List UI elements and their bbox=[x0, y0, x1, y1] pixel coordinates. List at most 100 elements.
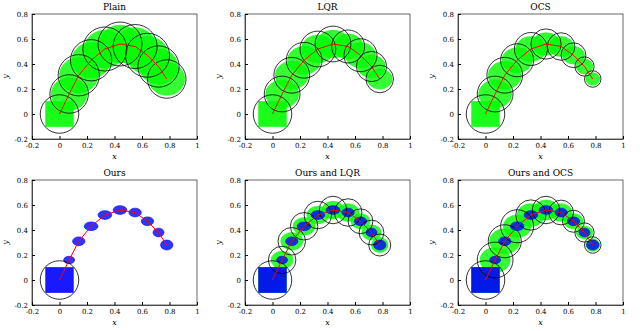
y-tick: 0.2 bbox=[230, 252, 248, 260]
y-tick-mark bbox=[458, 39, 461, 40]
x-tick-label: 0 bbox=[58, 142, 62, 150]
y-tick-mark bbox=[458, 64, 461, 65]
y-tick-label: -0.2 bbox=[15, 302, 29, 310]
frame bbox=[32, 14, 197, 139]
y-tick: 0.2 bbox=[443, 252, 461, 260]
y-axis: -0.200.20.40.60.8 bbox=[228, 11, 249, 144]
y-tick: 0.8 bbox=[17, 11, 35, 19]
plot-area bbox=[253, 26, 393, 133]
plot-area bbox=[40, 206, 173, 300]
y-tick: 0.4 bbox=[17, 61, 35, 69]
x-tick-mark bbox=[300, 302, 301, 305]
y-tick-mark bbox=[458, 255, 461, 256]
plot-background bbox=[245, 180, 410, 305]
x-tick: 0.4 bbox=[535, 136, 547, 150]
x-axis: -0.200.20.40.60.81 bbox=[26, 302, 200, 316]
y-tick-label: -0.2 bbox=[228, 302, 242, 310]
y-tick: 0.6 bbox=[443, 202, 461, 210]
x-tick-label: 0.6 bbox=[137, 142, 149, 150]
y-tick-mark bbox=[458, 89, 461, 90]
y-tick: 0.2 bbox=[443, 86, 461, 94]
x-tick: 0 bbox=[58, 302, 62, 316]
y-tick: -0.2 bbox=[441, 302, 462, 310]
x-tick: 1 bbox=[408, 136, 412, 150]
x-tick: 0.6 bbox=[563, 302, 575, 316]
x-axis: -0.200.20.40.60.81 bbox=[239, 136, 413, 150]
y-tick-label: 0.8 bbox=[230, 177, 241, 185]
x-axis-title: x bbox=[325, 318, 330, 327]
x-tick-label: 0.8 bbox=[164, 142, 175, 150]
x-tick-mark bbox=[197, 136, 198, 139]
x-tick: 1 bbox=[621, 302, 625, 316]
y-tick-label: -0.2 bbox=[15, 136, 29, 144]
y-tick: 0 bbox=[237, 277, 248, 285]
y-tick: -0.2 bbox=[15, 136, 36, 144]
x-axis: -0.200.20.40.60.81 bbox=[452, 136, 626, 150]
title: Plain bbox=[103, 2, 126, 12]
x-tick-mark bbox=[328, 302, 329, 305]
x-tick: 0.2 bbox=[508, 302, 519, 316]
y-tick-mark bbox=[245, 14, 248, 15]
title: OCS bbox=[530, 2, 550, 12]
x-tick: 0 bbox=[271, 136, 275, 150]
y-tick-label: 0.2 bbox=[17, 252, 28, 260]
x-tick-label: 1 bbox=[408, 308, 412, 316]
y-tick-mark bbox=[32, 180, 35, 181]
y-tick: -0.2 bbox=[441, 136, 462, 144]
y-tick-label: 0.4 bbox=[443, 61, 455, 69]
x-tick-mark bbox=[410, 302, 411, 305]
x-tick-mark bbox=[486, 302, 487, 305]
y-tick-mark bbox=[458, 280, 461, 281]
y-axis-title: y bbox=[214, 74, 223, 80]
y-axis-title: y bbox=[427, 74, 436, 80]
y-tick-label: -0.2 bbox=[441, 302, 455, 310]
x-tick: 0.6 bbox=[137, 136, 149, 150]
x-tick-mark bbox=[300, 136, 301, 139]
plot-background bbox=[245, 14, 410, 139]
y-tick-mark bbox=[32, 39, 35, 40]
y-tick-label: 0 bbox=[237, 277, 241, 285]
frame bbox=[245, 180, 410, 305]
x-tick-label: 0.6 bbox=[563, 308, 575, 316]
x-tick: 0.2 bbox=[82, 136, 93, 150]
y-tick: 0.8 bbox=[230, 177, 248, 185]
y-tick-label: 0.2 bbox=[230, 252, 241, 260]
y-axis: -0.200.20.40.60.8 bbox=[228, 177, 249, 310]
y-tick: 0.8 bbox=[17, 177, 35, 185]
x-tick: 0.4 bbox=[535, 302, 547, 316]
y-tick-label: -0.2 bbox=[228, 136, 242, 144]
x-tick-label: 0 bbox=[271, 308, 275, 316]
x-tick-mark bbox=[170, 136, 171, 139]
x-tick-label: 0.2 bbox=[82, 308, 93, 316]
y-axis: -0.200.20.40.60.8 bbox=[15, 177, 36, 310]
x-tick-label: 0.6 bbox=[563, 142, 575, 150]
x-axis-line bbox=[246, 139, 411, 140]
y-tick: -0.2 bbox=[228, 136, 249, 144]
x-tick: 0.8 bbox=[590, 302, 601, 316]
panel: -0.200.20.40.60.81-0.200.20.40.60.8Oursx… bbox=[1, 168, 200, 327]
y-axis: -0.200.20.40.60.8 bbox=[441, 177, 462, 310]
plot-background bbox=[458, 14, 623, 139]
x-axis: -0.200.20.40.60.81 bbox=[452, 302, 626, 316]
x-tick: 0.6 bbox=[137, 302, 149, 316]
y-tick-mark bbox=[458, 305, 461, 306]
x-tick-label: 0.8 bbox=[377, 142, 388, 150]
y-axis-title: y bbox=[1, 74, 10, 80]
y-tick-mark bbox=[245, 114, 248, 115]
panel: -0.200.20.40.60.81-0.200.20.40.60.8LQRxy bbox=[214, 2, 413, 161]
x-tick-label: 0.6 bbox=[350, 142, 362, 150]
x-tick-label: 1 bbox=[195, 308, 199, 316]
y-tick-mark bbox=[32, 205, 35, 206]
y-tick: 0.2 bbox=[230, 86, 248, 94]
x-tick: 0.4 bbox=[109, 136, 121, 150]
x-axis-line bbox=[459, 139, 624, 140]
y-tick: 0.6 bbox=[230, 202, 248, 210]
x-tick: 1 bbox=[195, 302, 199, 316]
x-tick-mark bbox=[513, 302, 514, 305]
x-tick-label: 0.6 bbox=[350, 308, 362, 316]
x-tick-label: 0 bbox=[484, 142, 488, 150]
x-tick-label: 0.8 bbox=[590, 308, 601, 316]
x-tick-label: 0.4 bbox=[322, 308, 334, 316]
y-tick-mark bbox=[245, 89, 248, 90]
y-tick-label: 0 bbox=[24, 277, 28, 285]
